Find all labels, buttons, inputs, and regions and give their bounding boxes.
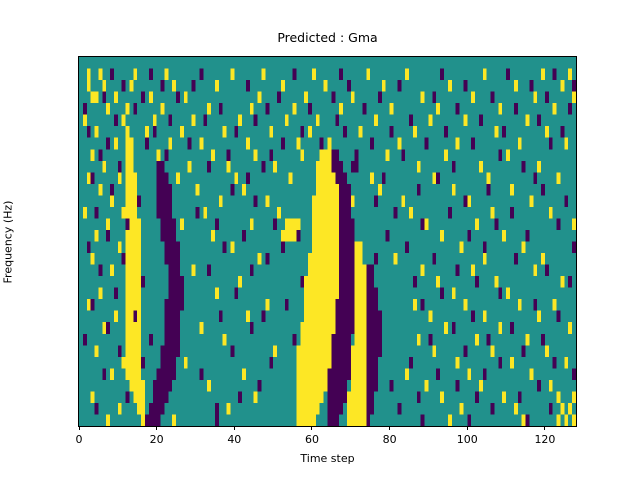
x-tick-mark (78, 426, 80, 430)
x-tick-mark (233, 426, 235, 430)
heatmap-canvas (79, 57, 576, 426)
x-tick-label: 0 (75, 433, 83, 446)
y-axis-label: Frequency (Hz) (0, 57, 16, 426)
x-tick-mark (156, 426, 158, 430)
x-tick-label: 80 (382, 433, 397, 446)
plot-area (78, 56, 577, 427)
x-tick-mark (544, 426, 546, 430)
x-axis-label: Time step (300, 452, 355, 465)
page-title: Predicted : Gma (277, 30, 378, 45)
x-tick-label: 40 (227, 433, 242, 446)
x-tick-mark (311, 426, 313, 430)
x-tick-label: 100 (456, 433, 478, 446)
x-tick-mark (389, 426, 391, 430)
x-tick-label: 20 (149, 433, 164, 446)
heatmap-image (79, 57, 576, 426)
x-tick-label: 60 (304, 433, 319, 446)
y-axis-label-text: Frequency (Hz) (1, 200, 15, 283)
x-tick-label: 120 (534, 433, 556, 446)
x-tick-mark (466, 426, 468, 430)
